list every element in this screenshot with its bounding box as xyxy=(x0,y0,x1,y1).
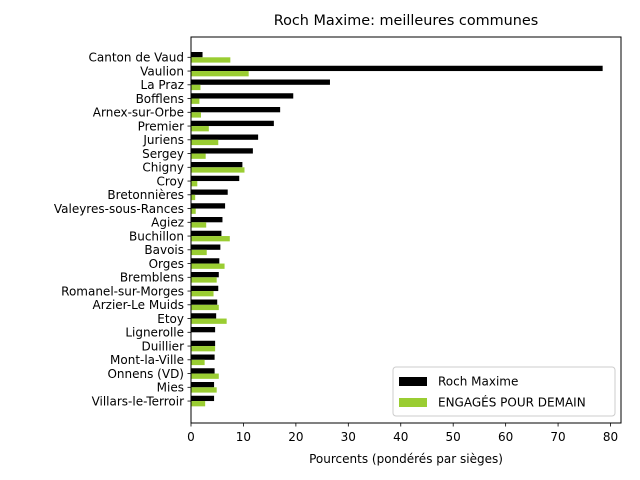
y-tick-label: Duillier xyxy=(142,339,185,353)
bar-engages-pour-demain xyxy=(191,194,196,201)
bar-roch-maxime xyxy=(191,189,228,195)
bar-roch-maxime xyxy=(191,120,274,127)
bar-engages-pour-demain xyxy=(191,291,214,297)
bar-engages-pour-demain xyxy=(191,304,219,311)
bar-engages-pour-demain xyxy=(191,84,201,91)
bar-engages-pour-demain xyxy=(191,277,217,283)
y-tick-label: Orges xyxy=(149,257,184,271)
y-tick-label: Bremblens xyxy=(120,271,184,285)
bar-roch-maxime xyxy=(191,258,220,264)
bar-roch-maxime xyxy=(191,368,215,374)
legend-label: Roch Maxime xyxy=(438,375,518,389)
y-tick-label: Villars-le-Terroir xyxy=(92,394,185,408)
y-tick-label: La Praz xyxy=(141,78,184,92)
bar-engages-pour-demain xyxy=(191,249,207,256)
y-tick-label: Bofflens xyxy=(136,92,184,106)
bar-roch-maxime xyxy=(191,175,240,182)
plot-frame xyxy=(190,36,622,424)
y-tick-label: Lignerolle xyxy=(125,326,184,340)
x-tick-label: 60 xyxy=(498,430,513,444)
legend-swatch xyxy=(399,377,427,386)
bar-roch-maxime xyxy=(191,52,203,58)
bar-roch-maxime xyxy=(191,313,217,319)
y-tick-label: Sergey xyxy=(142,147,184,161)
bar-engages-pour-demain xyxy=(191,167,245,173)
y-tick-label: Etoy xyxy=(157,312,184,326)
y-tick-label: Premier xyxy=(138,119,184,133)
bar-roch-maxime xyxy=(191,148,253,154)
x-tick-label: 10 xyxy=(236,430,251,444)
bar-roch-maxime xyxy=(191,327,216,333)
bar-engages-pour-demain xyxy=(191,346,216,352)
y-tick-label: Chigny xyxy=(142,161,184,175)
y-tick-label: Vaulion xyxy=(140,64,184,78)
bar-engages-pour-demain xyxy=(191,98,200,104)
x-axis-title: Pourcents (pondérés par sièges) xyxy=(309,452,503,466)
y-tick-label: Arnex-sur-Orbe xyxy=(93,106,184,120)
bar-engages-pour-demain xyxy=(191,71,249,77)
x-tick-label: 80 xyxy=(603,430,618,444)
y-tick-label: Romanel-sur-Morges xyxy=(61,284,184,298)
chart-title: Roch Maxime: meilleures communes xyxy=(274,13,539,29)
x-axis-ticks: 0 10 20 30 40 50 60 70 80 xyxy=(187,423,618,444)
bar-engages-pour-demain xyxy=(191,318,227,324)
y-tick-label: Agiez xyxy=(151,216,184,230)
y-tick-label: Mies xyxy=(157,381,184,395)
bar-engages-pour-demain xyxy=(191,57,231,63)
x-tick-label: 50 xyxy=(446,430,461,444)
x-tick-label: 70 xyxy=(550,430,565,444)
bar-roch-maxime xyxy=(191,340,216,347)
bar-roch-maxime xyxy=(191,354,215,360)
y-tick-label: Valeyres-sous-Rances xyxy=(54,202,184,216)
y-tick-label: Buchillon xyxy=(129,229,184,243)
bar-roch-maxime xyxy=(191,65,603,72)
bar-engages-pour-demain xyxy=(191,401,206,407)
bar-engages-pour-demain xyxy=(191,181,198,187)
bar-engages-pour-demain xyxy=(191,126,209,132)
bar-engages-pour-demain xyxy=(191,208,196,214)
bar-engages-pour-demain xyxy=(191,222,207,228)
y-tick-label: Bretonnières xyxy=(107,188,184,202)
bar-engages-pour-demain xyxy=(191,236,230,242)
bar-roch-maxime xyxy=(191,285,219,292)
bar-roch-maxime xyxy=(191,217,223,223)
x-tick-label: 0 xyxy=(187,430,195,444)
bar-roch-maxime xyxy=(191,230,222,237)
legend-box xyxy=(392,366,616,417)
bar-engages-pour-demain xyxy=(191,373,219,379)
y-tick-label: Onnens (VD) xyxy=(107,367,184,381)
y-tick-label: Bavois xyxy=(144,243,184,257)
bar-roch-maxime xyxy=(191,244,221,250)
bar-roch-maxime xyxy=(191,382,215,388)
y-tick-label: Canton de Vaud xyxy=(89,51,184,65)
bar-engages-pour-demain xyxy=(191,112,201,118)
bars-group xyxy=(191,52,603,407)
bar-engages-pour-demain xyxy=(191,359,205,366)
bar-engages-pour-demain xyxy=(191,387,217,393)
y-tick-label: Juriens xyxy=(142,133,184,147)
y-tick-label: Arzier-Le Muids xyxy=(93,298,185,312)
bar-roch-maxime xyxy=(191,395,215,402)
y-tick-label: Mont-la-Ville xyxy=(110,353,184,367)
bar-roch-maxime xyxy=(191,299,218,305)
x-tick-label: 30 xyxy=(341,430,356,444)
bar-engages-pour-demain xyxy=(191,139,219,146)
bar-roch-maxime xyxy=(191,93,294,99)
x-tick-label: 20 xyxy=(288,430,303,444)
bar-roch-maxime xyxy=(191,79,330,85)
legend-label: ENGAGÉS POUR DEMAIN xyxy=(438,395,586,410)
legend: Roch Maxime ENGAGÉS POUR DEMAIN xyxy=(392,366,616,417)
bar-roch-maxime xyxy=(191,203,226,209)
legend-swatch xyxy=(399,398,427,407)
bar-roch-maxime xyxy=(191,134,259,140)
bar-roch-maxime xyxy=(191,272,219,278)
x-tick-label: 40 xyxy=(393,430,408,444)
bar-roch-maxime xyxy=(191,162,243,168)
y-tick-label: Croy xyxy=(157,174,185,188)
bar-engages-pour-demain xyxy=(191,263,225,269)
bar-roch-maxime xyxy=(191,107,281,113)
bar-engages-pour-demain xyxy=(191,153,206,159)
